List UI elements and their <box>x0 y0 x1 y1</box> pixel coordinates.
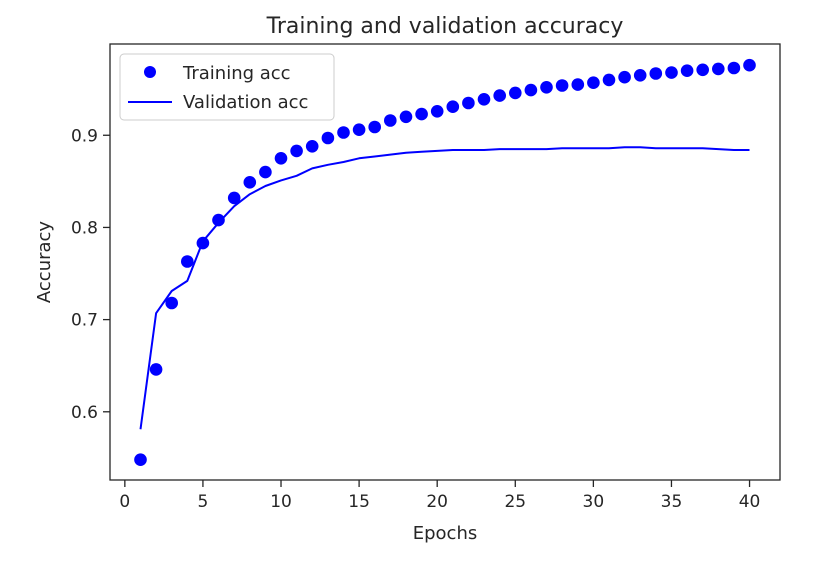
training-acc-point <box>337 126 350 139</box>
x-tick-label: 15 <box>348 492 370 512</box>
training-acc-point <box>134 453 147 467</box>
training-acc-point <box>305 140 319 153</box>
y-tick-label: 0.7 <box>71 311 98 331</box>
legend-label-validation: Validation acc <box>183 92 308 113</box>
training-acc-point <box>227 191 241 205</box>
training-acc-point <box>665 66 678 79</box>
chart-title: Training and validation accuracy <box>266 14 624 39</box>
y-tick-label: 0.8 <box>71 218 98 238</box>
training-acc-point <box>368 120 382 134</box>
training-acc-point <box>649 67 663 80</box>
x-tick-label: 10 <box>270 492 292 512</box>
training-acc-point <box>352 123 366 136</box>
y-axis-label: Accuracy <box>34 221 55 304</box>
training-acc-point <box>477 93 491 106</box>
training-acc-point <box>259 165 272 179</box>
training-acc-point <box>712 62 725 76</box>
training-acc-point <box>415 107 428 121</box>
y-tick-label: 0.9 <box>71 126 98 146</box>
training-acc-point <box>399 110 413 124</box>
legend-frame <box>119 53 335 121</box>
x-tick-label: 40 <box>739 492 761 512</box>
axes-frame <box>109 43 781 481</box>
x-tick-label: 0 <box>119 492 130 512</box>
training-acc-point <box>290 144 303 158</box>
training-acc-point <box>618 70 631 84</box>
training-acc-point <box>509 86 522 100</box>
training-acc-point <box>587 76 600 89</box>
series-line-validation-acc <box>139 146 750 430</box>
training-acc-point <box>430 105 444 118</box>
training-acc-point <box>196 236 210 250</box>
x-axis: 0 5 10 15 20 25 30 35 40 <box>119 480 760 512</box>
training-acc-point <box>680 64 694 77</box>
training-acc-point <box>212 213 225 227</box>
plot-series <box>134 58 756 467</box>
x-tick-label: 30 <box>583 492 605 512</box>
x-tick-label: 35 <box>661 492 683 512</box>
training-acc-point <box>462 96 475 110</box>
y-tick-label: 0.6 <box>71 403 98 423</box>
training-acc-point <box>149 363 163 376</box>
x-tick-label: 5 <box>198 492 209 512</box>
training-acc-point <box>571 78 585 91</box>
training-acc-point <box>446 100 460 113</box>
y-axis: 0.6 0.7 0.8 0.9 <box>71 126 110 423</box>
training-acc-point <box>524 83 538 97</box>
training-acc-point <box>727 61 741 75</box>
x-tick-label: 25 <box>504 492 526 512</box>
training-acc-point <box>540 81 553 94</box>
training-acc-point <box>181 255 194 268</box>
training-acc-point <box>743 58 756 72</box>
legend: Training acc Validation acc <box>119 53 335 121</box>
training-acc-point <box>696 63 709 77</box>
x-tick-label: 20 <box>426 492 448 512</box>
training-acc-point <box>493 89 507 102</box>
training-acc-point <box>243 176 257 189</box>
x-axis-label: Epochs <box>413 523 478 544</box>
training-acc-point <box>555 79 569 92</box>
training-acc-point <box>602 73 616 87</box>
training-acc-point <box>384 114 397 127</box>
training-acc-point <box>274 152 288 165</box>
legend-label-training: Training acc <box>182 63 291 84</box>
training-acc-point <box>633 69 647 82</box>
training-acc-point <box>165 296 178 310</box>
training-acc-point <box>321 131 335 145</box>
legend-marker-training <box>144 66 156 78</box>
